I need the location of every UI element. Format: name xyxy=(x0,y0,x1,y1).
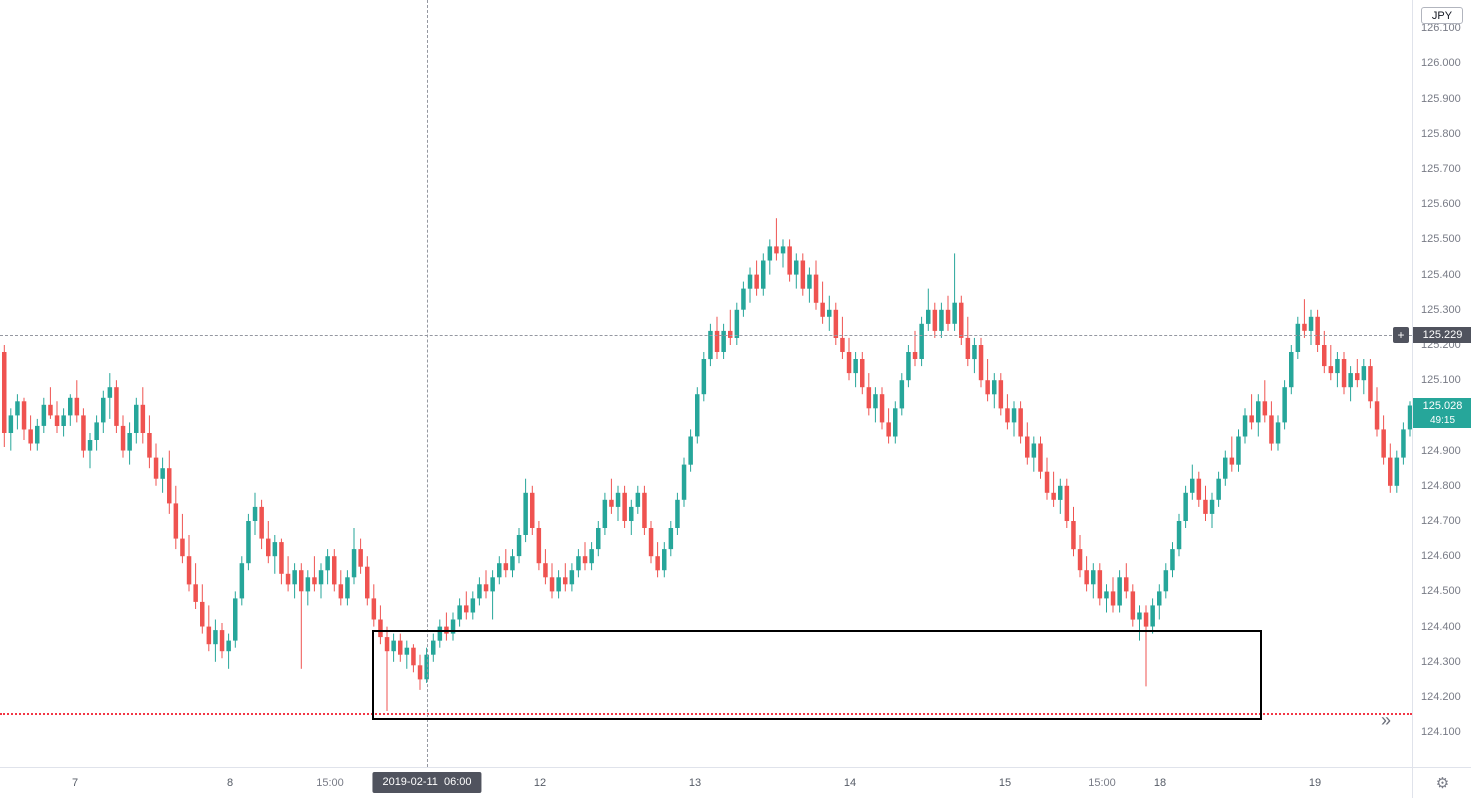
scroll-to-realtime-button[interactable]: » xyxy=(1372,706,1400,734)
price-tick-label: 124.800 xyxy=(1421,479,1461,492)
price-tick-label: 124.700 xyxy=(1421,515,1461,527)
time-tick-label: 15:00 xyxy=(316,777,344,789)
rectangle-drawing[interactable] xyxy=(372,630,1262,721)
time-axis-settings-gear-icon[interactable]: ⚙ xyxy=(1435,775,1450,792)
time-axis[interactable]: 7 8 15:00 12 13 14 15 15:00 18 19 2019-02-11 06:0… xyxy=(0,767,1412,798)
time-tick-label: 13 xyxy=(688,777,702,789)
price-tick-label: 126.000 xyxy=(1421,57,1461,70)
time-tick-label: 7 xyxy=(71,777,79,789)
price-tick-label: 125.700 xyxy=(1421,163,1461,175)
axis-corner: ⚙ xyxy=(1412,767,1471,798)
last-price-label: 125.028 xyxy=(1413,397,1471,414)
time-tick-label: 19 xyxy=(1308,777,1322,789)
price-axis[interactable]: JPY 126.100 126.000 125.900 125.800 125.700 1… xyxy=(1412,0,1471,767)
price-tick-label: 125.500 xyxy=(1421,233,1461,246)
crosshair-price-label: 125.229 xyxy=(1413,326,1471,343)
price-tick-label: 125.600 xyxy=(1421,198,1461,211)
time-tick-label: 8 xyxy=(226,777,234,789)
dotted-price-line[interactable] xyxy=(0,712,1412,715)
crosshair-horizontal-line xyxy=(0,334,1412,336)
time-tick-label: 18 xyxy=(1153,777,1167,789)
candlestick-chart[interactable]: + » xyxy=(0,0,1412,767)
price-tick-label: 124.100 xyxy=(1421,726,1461,739)
crosshair-plus-button[interactable]: + xyxy=(1393,326,1409,343)
price-tick-label: 126.100 xyxy=(1421,22,1461,35)
currency-toggle-button[interactable]: JPY xyxy=(1421,7,1463,24)
candles-layer xyxy=(2,218,1412,711)
time-tick-label: 12 xyxy=(533,777,547,789)
price-tick-label: 124.200 xyxy=(1421,691,1461,703)
price-tick-label: 125.900 xyxy=(1421,92,1461,105)
price-tick-label: 125.800 xyxy=(1421,127,1461,140)
time-tick-label: 15:00 xyxy=(1088,777,1116,789)
time-tick-label: 14 xyxy=(843,777,857,789)
price-tick-label: 125.100 xyxy=(1421,374,1461,387)
price-tick-label: 124.300 xyxy=(1421,655,1461,668)
bar-countdown-label: 49:15 xyxy=(1413,413,1471,428)
price-tick-label: 124.600 xyxy=(1421,550,1461,563)
price-tick-label: 124.400 xyxy=(1421,620,1461,633)
price-tick-label: 125.300 xyxy=(1421,303,1461,316)
price-tick-label: 125.400 xyxy=(1421,268,1461,281)
price-tick-label: 124.500 xyxy=(1421,585,1461,598)
price-tick-label: 124.900 xyxy=(1421,444,1461,457)
crosshair-time-label: 2019-02-11 06:00 xyxy=(372,772,482,793)
time-tick-label: 15 xyxy=(998,777,1012,789)
crosshair-vertical-line xyxy=(427,0,428,767)
